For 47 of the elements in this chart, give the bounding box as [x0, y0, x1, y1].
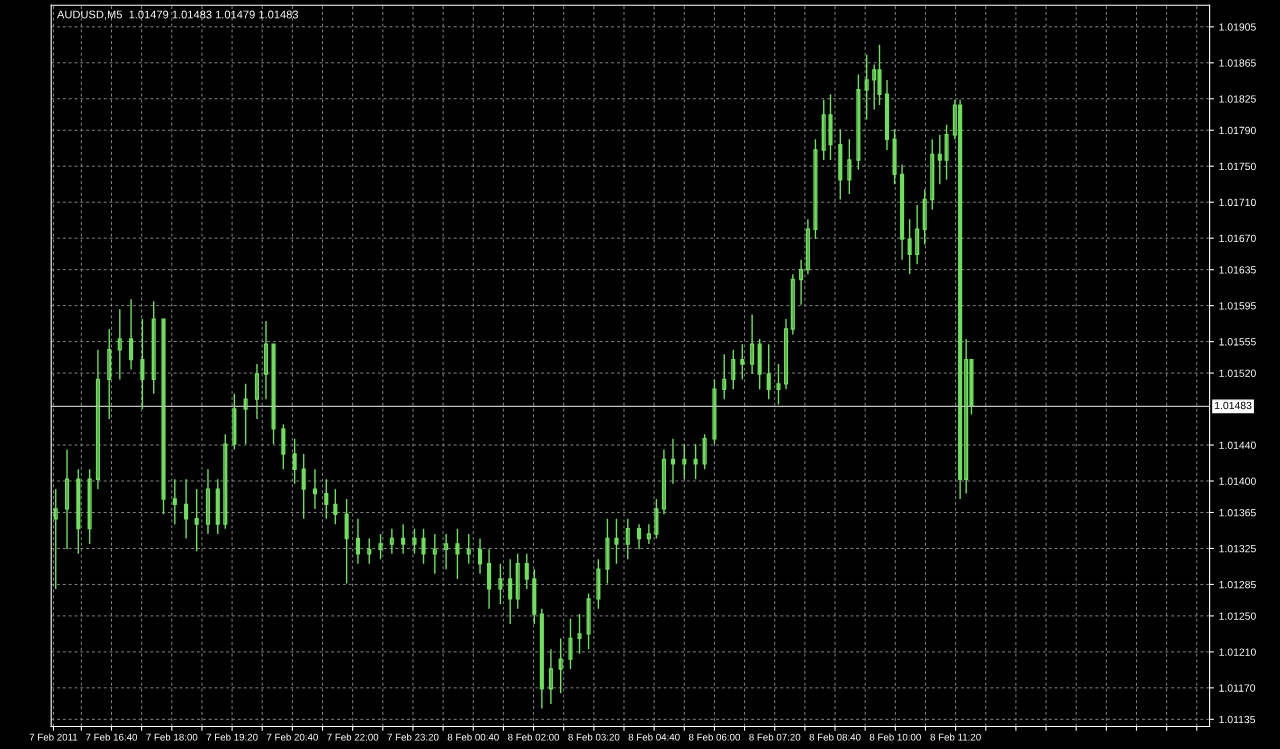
- y-tick-label: 1.01790: [1219, 126, 1256, 135]
- candlestick: [161, 318, 166, 515]
- x-tick-label: 7 Feb 16:40: [86, 733, 138, 741]
- y-tick-label: 1.01555: [1219, 338, 1256, 346]
- y-tick-label: 1.01170: [1219, 684, 1256, 692]
- candlestick: [828, 93, 833, 161]
- candlestick: [421, 527, 426, 565]
- y-tick-label: 1.01250: [1219, 612, 1256, 620]
- x-tick-label: 8 Feb 00:40: [447, 733, 499, 741]
- y-tick-label: 1.01135: [1219, 715, 1256, 724]
- y-tick-label: 1.01285: [1219, 580, 1256, 589]
- y-tick-label: 1.01325: [1219, 544, 1256, 553]
- x-tick-label: 7 Feb 2011: [29, 733, 78, 741]
- y-tick-label: 1.01710: [1219, 198, 1256, 207]
- y-tick-label: 1.01365: [1219, 508, 1256, 517]
- y-tick-label: 1.01595: [1219, 302, 1256, 310]
- x-tick-label: 7 Feb 18:00: [146, 733, 198, 741]
- candlestick: [568, 617, 573, 670]
- candlestick: [614, 518, 619, 565]
- y-tick-label: 1.01670: [1219, 234, 1256, 243]
- x-tick-label: 8 Feb 04:40: [628, 733, 680, 741]
- x-tick-label: 7 Feb 19:20: [206, 733, 258, 741]
- x-tick-label: 8 Feb 10:00: [869, 733, 921, 741]
- y-tick-label: 1.01520: [1219, 369, 1256, 377]
- candlestick: [776, 363, 781, 406]
- x-tick-label: 7 Feb 20:40: [266, 733, 318, 741]
- y-tick-label: 1.01440: [1219, 441, 1256, 449]
- candlestick: [577, 613, 582, 655]
- x-tick-label: 8 Feb 06:00: [688, 733, 740, 741]
- x-tick-label: 8 Feb 03:20: [568, 733, 620, 741]
- y-tick-label: 1.01210: [1219, 648, 1256, 656]
- y-tick-label: 1.01400: [1219, 477, 1256, 485]
- candlestick: [271, 343, 276, 445]
- y-tick-label: 1.01750: [1219, 162, 1256, 171]
- x-tick-label: 7 Feb 22:00: [327, 733, 379, 741]
- x-tick-label: 7 Feb 23:20: [387, 733, 439, 741]
- x-tick-label: 8 Feb 08:40: [809, 733, 861, 741]
- x-tick-label: 8 Feb 07:20: [749, 733, 801, 741]
- candlestick: [412, 527, 417, 555]
- y-tick-label: 1.01635: [1219, 266, 1256, 274]
- chart-title: AUDUSD,M5 1.01479 1.01483 1.01479 1.01483: [57, 10, 299, 20]
- y-tick-label: 1.01825: [1219, 95, 1256, 103]
- x-tick-label: 8 Feb 11:20: [930, 733, 981, 741]
- x-tick-label: 8 Feb 02:00: [508, 733, 560, 741]
- y-tick-label: 1.01865: [1219, 59, 1256, 67]
- ref-line-label: 1.01483: [1215, 401, 1252, 410]
- y-tick-label: 1.01905: [1219, 23, 1256, 31]
